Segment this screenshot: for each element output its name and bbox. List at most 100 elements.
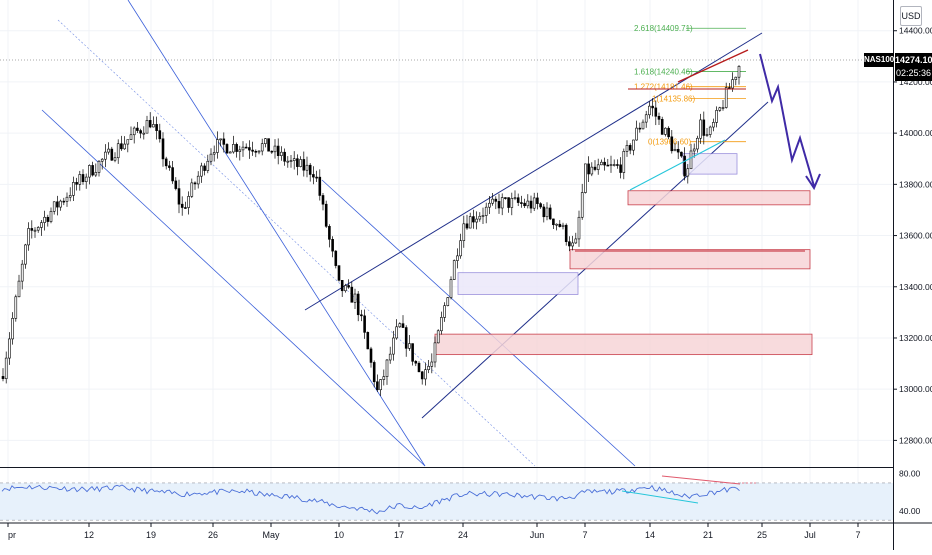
candle-body <box>353 293 357 303</box>
candle-body <box>612 164 616 166</box>
candle-body <box>264 138 267 144</box>
supply-zone <box>434 333 813 356</box>
candle-body <box>420 371 424 380</box>
rsi-tick-label: 80.00 <box>899 469 921 479</box>
rsi-pane <box>0 467 893 521</box>
time-tick-label: Jul <box>804 530 816 540</box>
candle-body <box>651 105 654 109</box>
candle-body <box>337 265 341 281</box>
candle-body <box>136 127 139 131</box>
fib-level-label: 0(13966.60) <box>648 138 691 147</box>
candle-body <box>577 216 581 240</box>
candle-body <box>500 197 504 209</box>
candle-body <box>536 197 539 204</box>
candle-body <box>622 151 626 173</box>
candle-body <box>523 202 526 207</box>
candle-body <box>472 216 475 223</box>
candle-body <box>520 202 523 204</box>
candle-body <box>225 144 229 154</box>
time-tick-label: pr <box>8 530 16 540</box>
candle-body <box>254 150 258 153</box>
candle-body <box>580 192 584 218</box>
price-tick-label: 12800.00 <box>899 435 932 445</box>
candle-body <box>222 138 226 145</box>
candle-body <box>552 218 555 226</box>
candle-body <box>40 222 43 228</box>
candle-body <box>193 182 197 185</box>
candle-body <box>686 168 690 177</box>
supply-zone <box>627 190 811 206</box>
candle-body <box>318 176 322 196</box>
candle-body <box>161 138 165 160</box>
fibonacci-levels: 2.618(14409.71) 1.618(14240.46) 1.272(1418… <box>634 24 746 147</box>
candle-body <box>731 79 734 89</box>
candle-body <box>468 216 472 229</box>
candle-body <box>292 158 296 161</box>
candle-body <box>120 143 123 150</box>
candle-body <box>568 241 571 247</box>
candle-body <box>388 353 392 361</box>
candle-body <box>430 361 434 367</box>
candle-body <box>619 164 622 173</box>
currency-badge[interactable]: USD <box>900 6 922 26</box>
candle-body <box>708 126 712 135</box>
candle-body <box>484 206 488 216</box>
time-tick-label: Jun <box>530 530 545 540</box>
candle-body <box>305 164 309 171</box>
candle-body <box>692 148 696 152</box>
candle-body <box>414 361 418 364</box>
candle-body <box>571 242 574 247</box>
candle-body <box>350 286 354 303</box>
candle-body <box>228 151 232 154</box>
grid <box>0 0 893 522</box>
candle-body <box>545 207 549 218</box>
candle-body <box>91 165 94 176</box>
candle-body <box>270 150 274 153</box>
candle-body <box>363 315 366 333</box>
candle-body <box>436 330 440 344</box>
candle-body <box>561 224 565 227</box>
candle-body <box>4 357 8 379</box>
annotations <box>628 49 821 191</box>
candle-body <box>504 197 507 199</box>
supply-zone <box>569 249 811 270</box>
candle-body <box>542 206 546 218</box>
rsi-trendline <box>621 490 699 504</box>
candle-body <box>238 149 242 152</box>
candle-body <box>97 160 101 173</box>
candle-body <box>497 201 501 209</box>
candle-body <box>590 166 594 175</box>
projection-path <box>759 53 815 187</box>
last-price-tag: 14274.10 02:25:36 <box>895 53 932 81</box>
candle-body <box>184 207 187 209</box>
candle-body <box>724 87 728 108</box>
candle-body <box>494 198 498 202</box>
candle-body <box>587 163 590 175</box>
candle-body <box>289 160 293 162</box>
candle-body <box>11 318 14 340</box>
candle-body <box>606 164 610 167</box>
candle-body <box>676 148 680 153</box>
candle-body <box>17 280 21 298</box>
price-tick-label: 13000.00 <box>899 384 932 394</box>
candle-body <box>657 115 661 120</box>
candle-body <box>1 376 5 379</box>
time-tick-label: 7 <box>855 530 860 540</box>
candle-body <box>84 176 88 182</box>
candle-body <box>459 240 462 257</box>
time-tick-label: 19 <box>146 530 156 540</box>
candle-body <box>366 332 370 350</box>
candle-body <box>187 196 190 208</box>
candle-body <box>664 127 667 135</box>
candle-body <box>248 147 251 151</box>
candle-body <box>116 143 120 159</box>
price-tick-label: 14200.00 <box>899 77 932 87</box>
candle-body <box>734 76 738 80</box>
candle-body <box>324 203 328 227</box>
candle-body <box>680 151 683 157</box>
rsi-band <box>0 482 893 521</box>
candle-body <box>628 145 632 151</box>
